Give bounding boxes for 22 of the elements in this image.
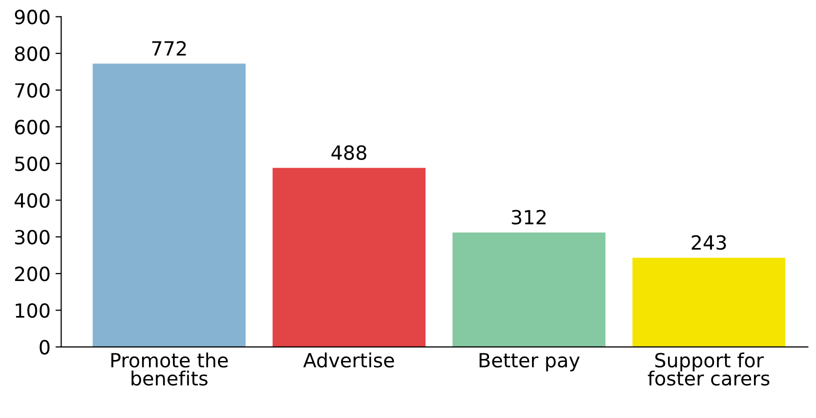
- data-label: 772: [152, 41, 186, 56]
- y-tick-label: 0: [40, 340, 50, 355]
- x-tick-label: Support for foster carers: [648, 352, 770, 386]
- y-tick-label: 100: [16, 303, 50, 318]
- x-tick-label: Better pay: [480, 353, 580, 372]
- y-tick-label: 200: [15, 266, 50, 282]
- bar: [272, 168, 426, 347]
- bar: [92, 64, 246, 347]
- bar: [452, 232, 606, 347]
- x-tick-label: Advertise: [303, 352, 394, 368]
- data-label: 243: [692, 235, 726, 250]
- y-tick-label: 700: [15, 83, 50, 98]
- x-tick-label: Promote the benefits: [111, 352, 228, 386]
- y-tick-label: 300: [15, 230, 50, 245]
- y-tick-label: 800: [14, 46, 50, 62]
- y-tick-label: 400: [14, 193, 50, 208]
- y-tick-label: 600: [15, 120, 50, 134]
- bar: [632, 258, 786, 347]
- data-label: 312: [512, 210, 546, 225]
- y-tick-label: 900: [14, 10, 50, 24]
- y-tick-label: 500: [15, 156, 50, 172]
- data-label: 488: [331, 145, 366, 160]
